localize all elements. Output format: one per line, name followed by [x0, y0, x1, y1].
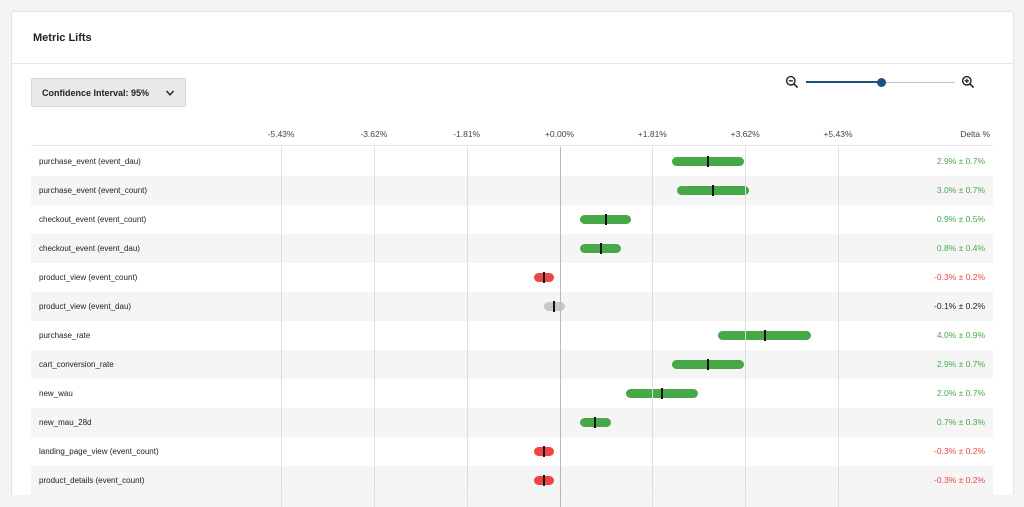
table-row[interactable]: product_details (event_count) -0.3% ± 0.2…: [31, 466, 993, 495]
table-row[interactable]: checkout_event (event_dau) 0.8% ± 0.4%: [31, 234, 993, 263]
point-estimate-marker: [712, 185, 715, 196]
table-row[interactable]: purchase_rate 4.0% ± 0.9%: [31, 321, 993, 350]
table-row[interactable]: product_view (event_dau) -0.1% ± 0.2%: [31, 292, 993, 321]
zoom-in-icon[interactable]: [961, 75, 975, 89]
point-estimate-marker: [707, 359, 710, 370]
table-row[interactable]: cart_conversion_rate 2.9% ± 0.7%: [31, 350, 993, 379]
point-estimate-marker: [599, 243, 602, 254]
delta-value: -0.3% ± 0.2%: [934, 272, 985, 282]
delta-value: 3.0% ± 0.7%: [936, 185, 985, 195]
metric-name: purchase_event (event_count): [39, 186, 148, 195]
table-row[interactable]: landing_page_view (event_count) -0.3% ± 0…: [31, 437, 993, 466]
metric-name: cart_conversion_rate: [39, 360, 114, 369]
axis-tick-label: +5.43%: [823, 129, 853, 139]
delta-value: 2.9% ± 0.7%: [936, 156, 985, 166]
delta-value: 2.0% ± 0.7%: [936, 388, 985, 398]
axis-tick-label: +0.00%: [544, 129, 575, 139]
table-row[interactable]: purchase_event (event_count) 3.0% ± 0.7%: [31, 176, 993, 205]
delta-value: 4.0% ± 0.9%: [936, 330, 985, 340]
point-estimate-marker: [604, 214, 607, 225]
metric-name: product_view (event_dau): [39, 302, 132, 311]
delta-value: -0.3% ± 0.2%: [934, 446, 985, 456]
confidence-interval-dropdown[interactable]: Confidence Interval: 95%: [31, 78, 186, 107]
metric-name: purchase_rate: [39, 331, 91, 340]
metric-name: landing_page_view (event_count): [39, 447, 159, 456]
table-row[interactable]: new_mau_28d 0.7% ± 0.3%: [31, 408, 993, 437]
delta-value: 0.8% ± 0.4%: [936, 243, 985, 253]
metric-name: product_view (event_count): [39, 273, 138, 282]
chevron-down-icon: [165, 90, 175, 96]
axis-tick-label: -5.43%: [267, 129, 295, 139]
zoom-slider-thumb[interactable]: [877, 78, 887, 87]
metric-name: checkout_event (event_count): [39, 215, 147, 224]
axis-tick-label: +3.62%: [730, 129, 760, 139]
zoom-slider-fill: [806, 81, 882, 83]
axis-header: Delta % -5.43% -3.62% -1.81% +0.00% +1.81% +3…: [31, 123, 993, 146]
point-estimate-marker: [594, 417, 597, 428]
metric-name: checkout_event (event_dau): [39, 244, 140, 253]
delta-value: -0.1% ± 0.2%: [934, 301, 985, 311]
delta-value: 2.9% ± 0.7%: [936, 359, 985, 369]
metric-rows: purchase_event (event_dau) 2.9% ± 0.7% pur…: [31, 147, 993, 495]
table-row[interactable]: purchase_event (event_dau) 2.9% ± 0.7%: [31, 147, 993, 176]
metric-name: product_details (event_count): [39, 476, 145, 485]
page-title: Metric Lifts: [33, 31, 92, 44]
point-estimate-marker: [543, 446, 546, 457]
table-row[interactable]: checkout_event (event_count) 0.9% ± 0.5%: [31, 205, 993, 234]
metric-name: new_wau: [39, 389, 73, 398]
delta-value: -0.3% ± 0.2%: [934, 475, 985, 485]
point-estimate-marker: [707, 156, 710, 167]
axis-tick-label: -3.62%: [360, 129, 388, 139]
point-estimate-marker: [553, 301, 556, 312]
zoom-out-icon[interactable]: [785, 75, 799, 89]
delta-column-header: Delta %: [960, 129, 990, 139]
delta-value: 0.7% ± 0.3%: [936, 417, 985, 427]
delta-value: 0.9% ± 0.5%: [936, 214, 985, 224]
point-estimate-marker: [661, 388, 664, 399]
metric-name: purchase_event (event_dau): [39, 157, 141, 166]
axis-tick-label: +1.81%: [637, 129, 667, 139]
card-header: Metric Lifts: [12, 12, 1013, 64]
confidence-interval-label: Confidence Interval: 95%: [42, 87, 150, 98]
table-row[interactable]: new_wau 2.0% ± 0.7%: [31, 379, 993, 408]
point-estimate-marker: [763, 330, 766, 341]
point-estimate-marker: [543, 475, 546, 486]
point-estimate-marker: [543, 272, 546, 283]
axis-tick-label: -1.81%: [453, 129, 481, 139]
table-row[interactable]: product_view (event_count) -0.3% ± 0.2%: [31, 263, 993, 292]
metric-name: new_mau_28d: [39, 418, 92, 427]
